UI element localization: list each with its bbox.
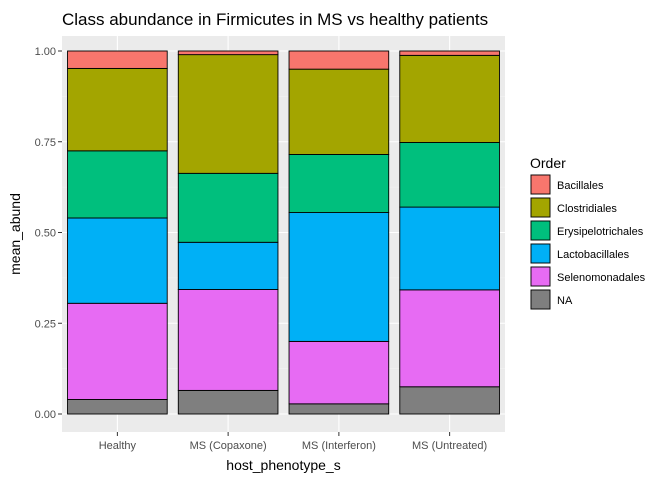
y-tick-label: 0.75 bbox=[35, 137, 56, 149]
bar-segment bbox=[67, 399, 168, 415]
legend-label: Bacillales bbox=[557, 180, 604, 192]
bar-segment bbox=[67, 217, 168, 304]
y-axis-ticks: 0.00 0.25 0.50 0.75 1.00 bbox=[35, 46, 62, 421]
legend-title: Order bbox=[530, 155, 566, 171]
legend-label: Clostridiales bbox=[557, 203, 617, 215]
x-tick-label: MS (Copaxone) bbox=[190, 440, 267, 452]
bar-segment bbox=[177, 172, 279, 243]
bar-segment bbox=[288, 212, 390, 342]
bar-segment bbox=[177, 241, 279, 290]
legend-swatch bbox=[530, 197, 551, 218]
bar-segment bbox=[177, 389, 279, 415]
legend: Bacillales Clostridiales Erysipelotrichale… bbox=[530, 174, 646, 310]
y-tick-label: 1.00 bbox=[35, 46, 56, 58]
legend-swatch bbox=[530, 289, 551, 310]
bar-segment bbox=[67, 50, 168, 69]
bar-segment bbox=[288, 340, 390, 405]
legend-swatch bbox=[530, 266, 551, 287]
bar-segment bbox=[67, 150, 168, 219]
y-tick-label: 0.50 bbox=[35, 228, 56, 240]
x-tick-label: MS (Interferon) bbox=[302, 440, 376, 452]
bar-segment bbox=[177, 289, 279, 391]
legend-label: Selenomonadales bbox=[557, 272, 646, 284]
bar-segment bbox=[177, 50, 279, 56]
legend-label: NA bbox=[557, 295, 573, 307]
legend-label: Erysipelotrichales bbox=[557, 226, 644, 238]
bar-segment bbox=[288, 154, 390, 213]
x-axis-title: host_phenotype_s bbox=[226, 457, 340, 473]
bar-segment bbox=[399, 50, 500, 56]
bar-segment bbox=[288, 403, 390, 415]
bar-segment bbox=[399, 54, 500, 143]
bar-segment bbox=[288, 50, 390, 70]
y-tick-label: 0.00 bbox=[35, 409, 56, 421]
x-tick-label: MS (Untreated) bbox=[412, 440, 487, 452]
y-axis-title: mean_abund bbox=[7, 193, 23, 275]
chart-title: Class abundance in Firmicutes in MS vs h… bbox=[62, 10, 488, 29]
y-tick-label: 0.25 bbox=[35, 318, 56, 330]
bars bbox=[67, 50, 500, 415]
bar-segment bbox=[288, 68, 390, 155]
bar-segment bbox=[67, 302, 168, 400]
bar-segment bbox=[399, 142, 500, 208]
bar-segment bbox=[399, 386, 500, 415]
x-axis-ticks: Healthy MS (Copaxone) MS (Interferon) MS (U… bbox=[99, 432, 487, 452]
bar-segment bbox=[399, 206, 500, 291]
legend-swatch bbox=[530, 220, 551, 241]
bar-segment bbox=[177, 54, 279, 174]
bar-segment bbox=[67, 67, 168, 152]
legend-swatch bbox=[530, 243, 551, 264]
legend-label: Lactobacillales bbox=[557, 249, 630, 261]
bar-segment bbox=[399, 289, 500, 388]
x-tick-label: Healthy bbox=[99, 440, 137, 452]
legend-swatch bbox=[530, 174, 551, 195]
